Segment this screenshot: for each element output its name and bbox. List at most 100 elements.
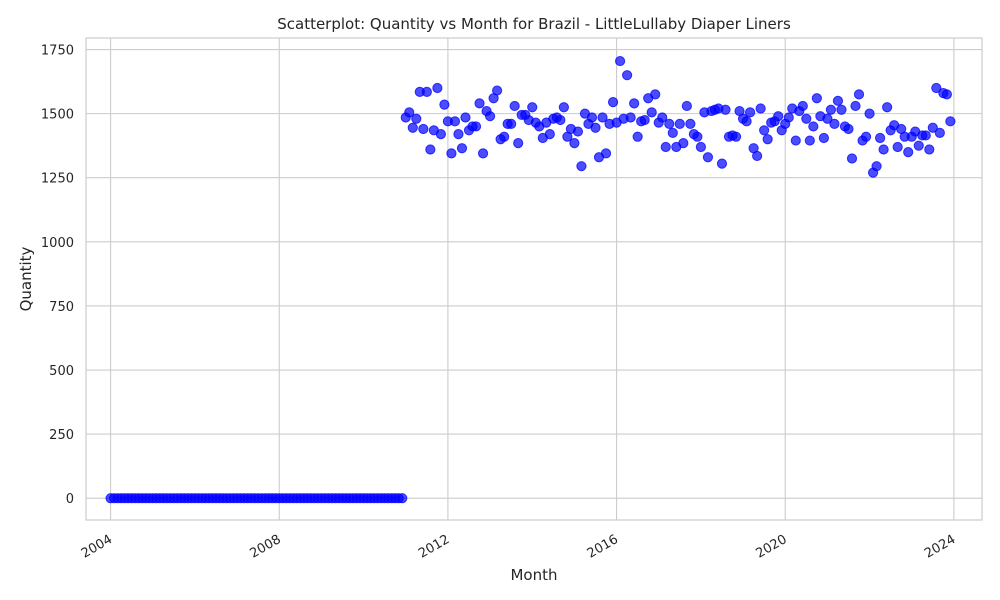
data-point (499, 131, 510, 142)
x-tick-label: 2012 (416, 532, 452, 562)
y-tick-label: 1250 (41, 172, 74, 187)
data-point (853, 89, 865, 100)
x-tick-label: 2004 (79, 532, 115, 562)
data-point (755, 103, 766, 114)
data-point (572, 126, 584, 137)
data-point (460, 112, 471, 123)
data-point (586, 112, 598, 123)
data-point (407, 122, 418, 133)
data-point (773, 111, 784, 122)
y-tick-label: 0 (66, 492, 74, 507)
data-point (744, 107, 756, 118)
data-point (832, 95, 844, 106)
y-tick-label: 1500 (41, 108, 74, 123)
data-point (632, 131, 643, 142)
data-point (544, 129, 555, 140)
data-point (484, 111, 496, 122)
data-point (418, 123, 429, 135)
data-point (509, 100, 520, 112)
x-tick-label: 2008 (247, 532, 283, 562)
data-point (903, 146, 914, 158)
data-point (470, 121, 482, 132)
data-point (818, 132, 829, 144)
data-point (453, 129, 464, 140)
data-point (681, 100, 692, 112)
data-point (657, 112, 668, 123)
data-point (667, 127, 678, 138)
data-point (783, 112, 794, 123)
data-point (639, 114, 650, 126)
data-point (759, 125, 770, 136)
data-point (702, 152, 714, 163)
y-axis-label: Quantity (17, 246, 35, 311)
data-point (555, 114, 566, 126)
y-tick-label: 1000 (41, 236, 74, 251)
data-point (871, 161, 882, 172)
data-point (920, 130, 931, 141)
data-point (730, 131, 742, 142)
data-point (790, 135, 801, 146)
data-point (421, 86, 432, 97)
y-axis-ticks: 0 250 500 750 1000 1250 1500 1750 (41, 44, 74, 508)
data-point (646, 107, 657, 118)
data-point (829, 118, 840, 129)
x-axis-ticks: 2004 2008 2012 2016 2020 2024 (79, 532, 958, 562)
data-point (629, 98, 640, 109)
y-tick-label: 500 (49, 364, 74, 379)
data-point (664, 118, 675, 129)
data-point (811, 93, 822, 104)
x-axis-label: Month (510, 566, 557, 584)
data-point (945, 116, 956, 127)
y-tick-label: 250 (49, 428, 74, 443)
data-point (927, 122, 938, 133)
data-point (941, 89, 952, 100)
data-point (513, 138, 524, 149)
data-point (492, 85, 503, 96)
data-point (474, 98, 485, 109)
y-tick-label: 750 (49, 300, 74, 315)
data-point (435, 129, 446, 140)
data-point (692, 131, 703, 142)
data-point (622, 70, 633, 81)
data-point (527, 102, 538, 113)
data-point (477, 148, 489, 159)
data-point (924, 144, 935, 155)
data-point (446, 148, 457, 159)
data-point (801, 113, 812, 124)
data-point (597, 112, 608, 123)
data-point (843, 123, 854, 135)
data-point (660, 141, 671, 153)
data-point (762, 134, 773, 145)
data-point (822, 113, 833, 124)
data-point (934, 127, 945, 138)
data-point (678, 138, 689, 149)
plot-frame (85, 37, 983, 521)
data-point (404, 107, 415, 118)
data-point (752, 150, 763, 162)
x-tick-label: 2016 (585, 532, 621, 562)
data-point (576, 161, 587, 172)
data-point (397, 493, 408, 504)
data-point (425, 144, 436, 155)
data-point (875, 132, 886, 144)
data-point (913, 140, 924, 151)
x-tick-label: 2024 (922, 532, 958, 562)
data-point (439, 99, 450, 110)
data-point (456, 143, 468, 154)
data-point (797, 100, 808, 112)
data-point (864, 108, 875, 119)
data-point (558, 102, 569, 113)
data-point (825, 104, 837, 115)
data-point (808, 121, 819, 132)
x-tick-label: 2020 (753, 532, 789, 562)
data-point (878, 144, 889, 155)
data-point (931, 82, 942, 94)
data-point (506, 118, 517, 129)
data-point (590, 122, 601, 133)
data-point (432, 82, 443, 94)
data-point (741, 116, 752, 127)
data-point (695, 141, 707, 153)
data-point (607, 96, 619, 108)
data-point (685, 118, 696, 129)
